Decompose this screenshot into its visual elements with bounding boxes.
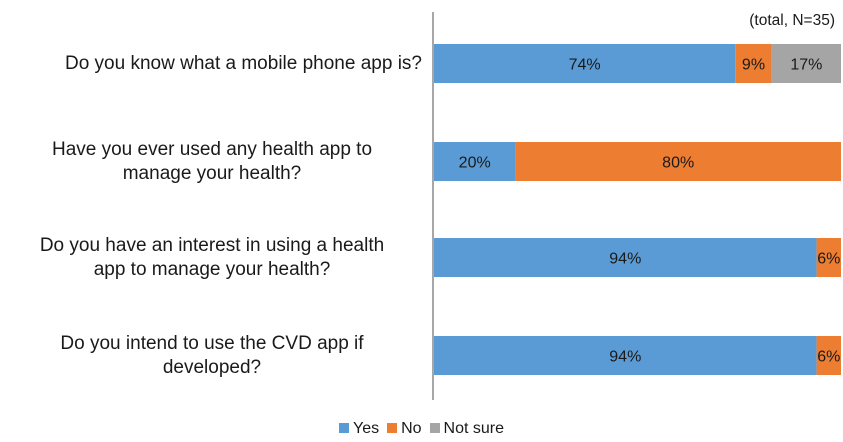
category-label-line: manage your health? <box>122 162 302 184</box>
legend-item-yes: Yes <box>338 420 380 438</box>
bar-yes-2 <box>434 142 516 181</box>
data-label-yes-4: 94% <box>609 349 641 366</box>
category-label-4: Do you intend to use the CVD app if devel… <box>2 332 422 380</box>
bar-no-1 <box>735 44 772 83</box>
data-label-no-2: 80% <box>662 155 694 172</box>
data-label-yes-1: 74% <box>569 57 601 74</box>
legend-item-not-sure: Not sure <box>429 420 505 438</box>
bar-yes-4 <box>434 336 817 375</box>
legend-label: No <box>401 420 422 437</box>
data-label-no-1: 9% <box>742 57 765 74</box>
legend-swatch <box>387 423 398 433</box>
category-label-1: Do you know what a mobile phone app is? <box>2 52 422 76</box>
data-label-yes-3: 94% <box>609 251 641 268</box>
bar-not-sure-1 <box>771 44 841 83</box>
data-label-no-3: 6% <box>817 251 840 268</box>
bar-yes-1 <box>434 44 736 83</box>
category-label-2: Have you ever used any health app to mana… <box>2 138 422 186</box>
category-label-line: Have you ever used any health app to <box>51 138 373 160</box>
legend-swatch <box>429 423 440 433</box>
legend-label: Not sure <box>443 420 505 437</box>
bar-no-4 <box>816 336 841 375</box>
category-label-line: Do you know what a mobile phone app is? <box>64 52 422 74</box>
data-label-not-sure-1: 17% <box>790 57 822 74</box>
category-label-3: Do you have an interest in using a healt… <box>2 234 422 282</box>
category-label-line: app to manage your health? <box>93 258 331 280</box>
legend-item-no: No <box>387 420 422 438</box>
bar-yes-3 <box>434 238 817 277</box>
category-label-line: Do you intend to use the CVD app if <box>60 332 364 354</box>
chart-note: (total, N=35) <box>749 12 835 29</box>
legend-label: Yes <box>352 420 380 437</box>
data-label-no-4: 6% <box>817 349 840 366</box>
bar-no-2 <box>515 142 841 181</box>
legend: Yes No Not sure <box>0 420 843 438</box>
category-label-line: developed? <box>162 356 262 378</box>
data-label-yes-2: 20% <box>459 155 491 172</box>
bar-no-3 <box>816 238 841 277</box>
legend-swatch <box>338 423 349 433</box>
category-label-line: Do you have an interest in using a healt… <box>39 234 385 256</box>
